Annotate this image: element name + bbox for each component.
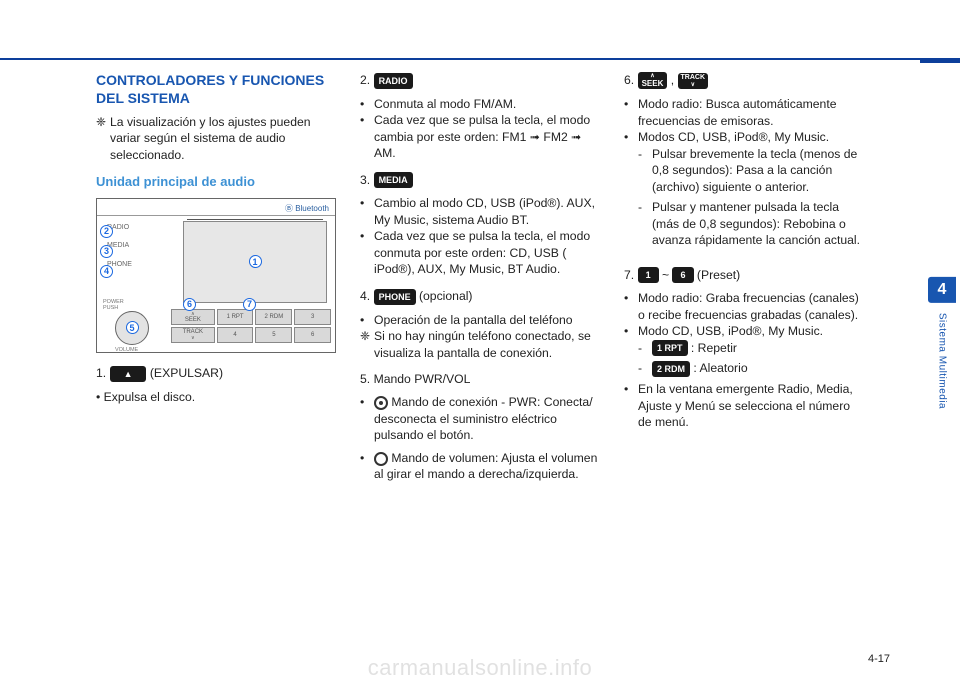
marker-1: 1: [249, 255, 262, 268]
subheading-audio-unit: Unidad principal de audio: [96, 173, 338, 191]
bluetooth-icon: Ⓑ Bluetooth: [285, 202, 329, 215]
heading-main: CONTROLADORES Y FUNCIONES DEL SISTEMA: [96, 72, 338, 107]
rdm-button-icon: 2 RDM: [652, 361, 690, 377]
column-3: 6. ∧SEEK , TRACK∨ •Modo radio: Busca aut…: [624, 72, 866, 632]
track-button-icon: TRACK∨: [678, 73, 709, 89]
item5-head: 5. Mando PWR/VOL: [360, 371, 602, 387]
disc-slot: [187, 216, 323, 220]
note-marker: ❈: [96, 114, 110, 163]
volume-knob: 5: [115, 311, 149, 345]
preset-6-icon: 6: [672, 267, 693, 283]
diagram-screen: 1: [183, 221, 327, 303]
power-label: POWERPUSH: [103, 299, 124, 311]
chapter-number: 4: [928, 276, 956, 302]
manual-page: 4 Sistema Multimedia CONTROLADORES Y FUN…: [0, 0, 960, 685]
item5-b2: Mando de volumen: Ajusta el volumen al g…: [374, 450, 602, 483]
intro-note: ❈ La visualización y los ajustes pueden …: [96, 114, 338, 163]
item2-b1: Conmuta al modo FM/AM.: [374, 96, 516, 112]
head-unit-diagram: Ⓑ Bluetooth 1 RADIO MEDIA PHONE POWERPUS…: [96, 198, 336, 353]
item6-head: 6. ∧SEEK , TRACK∨: [624, 72, 866, 89]
preset-1: 1 RPT: [217, 309, 254, 325]
watermark: carmanualsonline.info: [0, 655, 960, 681]
marker-2: 2: [100, 225, 113, 238]
chapter-title: Sistema Multimedia: [937, 312, 948, 408]
item7-s2: 2 RDM : Aleatorio: [652, 360, 748, 377]
marker-7: 7: [243, 298, 256, 311]
knob-turn-icon: [374, 452, 388, 466]
item7-head: 7. 1 ~ 6 (Preset): [624, 267, 866, 284]
phone-button-icon: PHONE: [374, 289, 416, 305]
seek-btn: ∧SEEK: [171, 309, 215, 325]
track-btn: TRACK∨: [171, 327, 215, 343]
preset-5: 5: [255, 327, 292, 343]
item5-b1: Mando de conexión - PWR: Conecta/ descon…: [374, 394, 602, 443]
marker-5: 5: [126, 321, 139, 334]
column-2: 2. RADIO •Conmuta al modo FM/AM. •Cada v…: [360, 72, 602, 632]
marker-6: 6: [183, 298, 196, 311]
header-rule-accent: [920, 58, 960, 63]
preset-3: 3: [294, 309, 331, 325]
item4-head: 4. PHONE (opcional): [360, 288, 602, 305]
marker-4: 4: [100, 265, 113, 278]
diagram-topbar: Ⓑ Bluetooth: [97, 199, 335, 216]
item6-s2: Pulsar y mantener pulsada la tecla (más …: [652, 199, 866, 248]
item4-b1: Operación de la pantalla del teléfono: [374, 312, 573, 328]
knob-push-icon: [374, 396, 388, 410]
diagram-button-grid: ∧SEEK 1 RPT 2 RDM 3 TRACK∨ 4 5 6: [171, 309, 331, 345]
item5-label: Mando PWR/VOL: [374, 372, 471, 386]
item6-b2: Modos CD, USB, iPod®, My Music.: [638, 129, 829, 145]
content-columns: CONTROLADORES Y FUNCIONES DEL SISTEMA ❈ …: [96, 72, 866, 632]
item3-b1: Cambio al modo CD, USB (iPod®). AUX, My …: [374, 195, 602, 228]
item1-bullet: • Expulsa el disco.: [96, 389, 338, 405]
item6-b1: Modo radio: Busca automáticamente frecue…: [638, 96, 866, 129]
item2-head: 2. RADIO: [360, 72, 602, 89]
marker-3: 3: [100, 245, 113, 258]
volume-label: VOLUME: [115, 347, 138, 354]
item7-b2: Modo CD, USB, iPod®, My Music.: [638, 323, 823, 339]
header-rule: [0, 58, 960, 60]
item7-b1: Modo radio: Graba frecuencias (canales) …: [638, 290, 866, 323]
preset-4: 4: [217, 327, 254, 343]
item3-head: 3. MEDIA: [360, 172, 602, 189]
side-tab: 4 Sistema Multimedia: [924, 276, 960, 408]
preset-6: 6: [294, 327, 331, 343]
item7-s1: 1 RPT : Repetir: [652, 340, 737, 357]
column-1: CONTROLADORES Y FUNCIONES DEL SISTEMA ❈ …: [96, 72, 338, 632]
item7-b3: En la ventana emergente Radio, Media, Aj…: [638, 381, 866, 430]
item3-b2: Cada vez que se pulsa la tecla, el modo …: [374, 228, 602, 277]
preset-1-icon: 1: [638, 267, 659, 283]
item6-s1: Pulsar brevemente la tecla (menos de 0,8…: [652, 146, 866, 195]
item4-b2: Si no hay ningún teléfono conectado, se …: [374, 328, 602, 361]
intro-text: La visualización y los ajustes pueden va…: [110, 114, 338, 163]
radio-button-icon: RADIO: [374, 73, 413, 89]
item1-line: 1. ▲ (EXPULSAR): [96, 365, 338, 382]
media-button-icon: MEDIA: [374, 172, 413, 188]
rpt-button-icon: 1 RPT: [652, 340, 688, 356]
preset-2: 2 RDM: [255, 309, 292, 325]
seek-button-icon: ∧SEEK: [638, 72, 668, 89]
item2-b2: Cada vez que se pulsa la tecla, el modo …: [374, 112, 602, 161]
eject-button-icon: ▲: [110, 366, 147, 382]
